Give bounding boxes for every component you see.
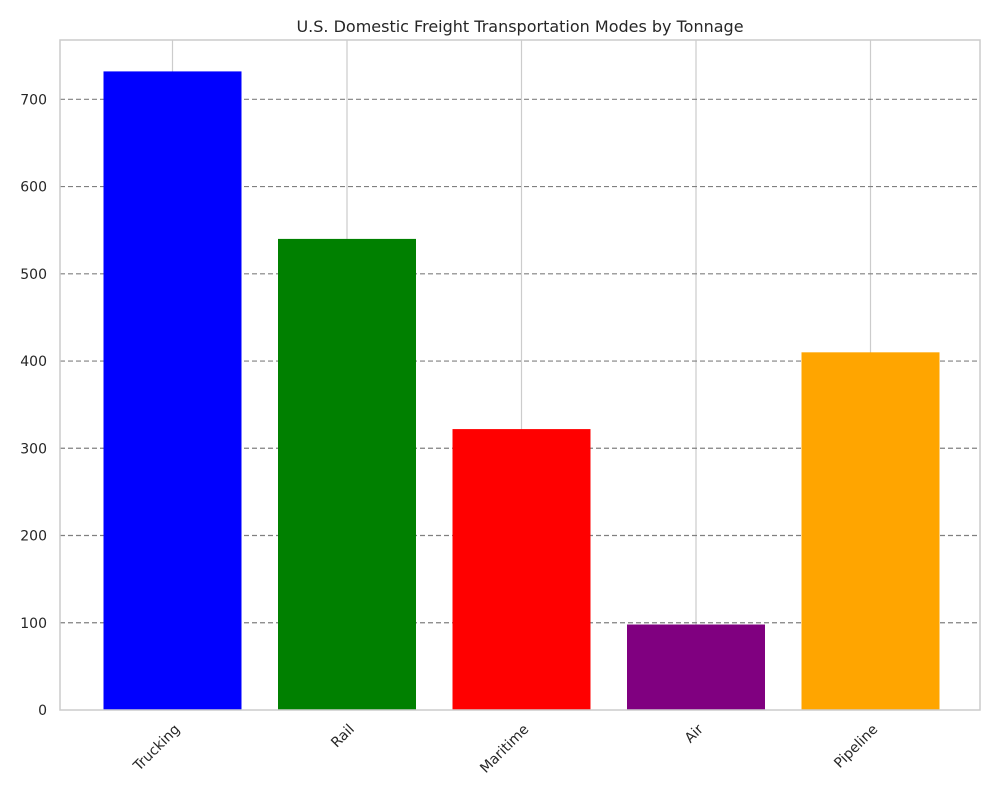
bar-rail xyxy=(278,238,416,710)
y-tick-label: 0 xyxy=(38,703,47,719)
x-tick-label: Pipeline xyxy=(831,722,881,772)
bar-maritime xyxy=(452,429,591,710)
y-tick-label: 100 xyxy=(20,616,47,632)
bars xyxy=(103,71,940,710)
y-tick-label: 500 xyxy=(20,267,47,283)
x-axis-ticks: Trucking Rail Maritime Air Pipeline xyxy=(130,721,881,776)
chart-title: U.S. Domestic Freight Transportation Mod… xyxy=(296,17,743,36)
x-tick-label: Trucking xyxy=(130,722,183,775)
bar-air xyxy=(627,624,765,710)
x-tick-label: Maritime xyxy=(477,722,532,777)
y-tick-label: 600 xyxy=(20,180,47,196)
bar-pipeline xyxy=(801,352,940,710)
y-axis-ticks: 0 100 200 300 400 500 600 700 xyxy=(20,92,47,719)
bar-trucking xyxy=(103,71,242,710)
y-tick-label: 300 xyxy=(20,441,47,457)
y-tick-label: 700 xyxy=(20,92,47,108)
x-tick-label: Rail xyxy=(328,722,358,752)
plot-frame xyxy=(59,39,981,711)
y-tick-label: 400 xyxy=(20,354,47,370)
x-tick-label: Air xyxy=(682,721,707,746)
y-tick-label: 200 xyxy=(20,529,47,545)
